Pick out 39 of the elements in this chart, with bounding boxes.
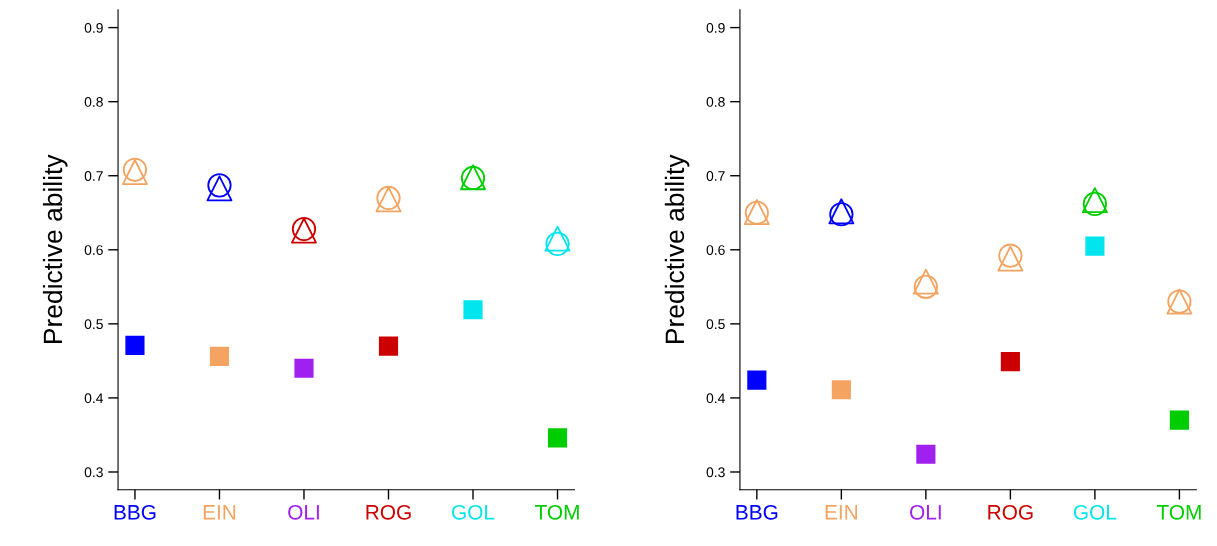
x-tick-label: GOL [452,504,495,520]
y-tick-label: 0.3 [84,467,103,478]
y-tick-label: 0.3 [706,467,725,478]
point [378,336,399,356]
y-axis-title: Predictive ability [42,154,68,343]
x-tick-label: BBG [736,504,778,520]
y-tick-label: 0.9 [706,22,725,33]
point [1000,352,1020,372]
y-tick-label: 0.7 [706,171,725,181]
point [125,335,145,355]
x-tick-label: ROG [366,504,411,520]
point [547,428,568,448]
x-tick-label: GOL [1073,504,1117,520]
point [294,358,314,378]
x-tick-label: BBG [114,504,156,520]
point [916,444,936,464]
y-tick-label: 0.7 [84,171,103,181]
point [1085,236,1105,256]
x-tick-label: OLI [910,504,941,520]
y-tick-label: 0.6 [84,245,103,255]
y-tick-label: 0.8 [84,97,103,107]
y-tick-label: 0.4 [84,393,104,404]
x-tick-label: ROG [988,504,1033,520]
y-tick-label: 0.4 [706,393,725,404]
y-tick-label: 0.5 [84,319,103,330]
y-tick-label: 0.5 [706,319,725,330]
x-tick-label: TOM [535,504,579,520]
y-axis-title: Predictive ability [664,154,690,343]
x-tick-label: TOM [1156,504,1201,520]
point [912,268,939,295]
y-tick-label: 0.8 [706,97,725,107]
point [747,370,767,390]
x-tick-label: EIN [203,505,236,520]
point [1169,410,1189,430]
y-tick-label: 0.9 [84,22,103,33]
x-tick-label: OLI [288,504,319,520]
y-tick-label: 0.6 [706,245,725,255]
point [463,300,483,320]
x-tick-label: EIN [825,505,858,520]
